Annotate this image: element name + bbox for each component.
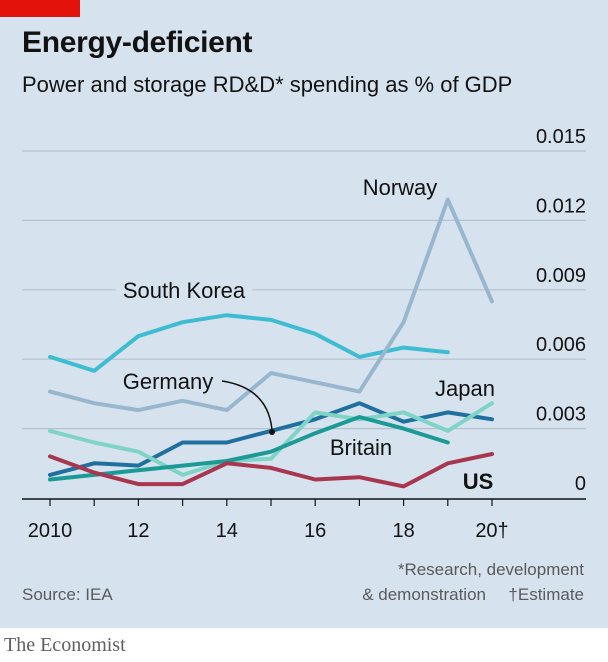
- germany-leader-line: [221, 380, 273, 431]
- series-line-us: [48, 452, 494, 489]
- y-tick-label: 0.003: [536, 404, 586, 426]
- x-axis: [22, 498, 586, 506]
- footnote-research: *Research, development: [397, 560, 584, 579]
- series-labels: Norway South Korea Germany Japan Britain US: [116, 175, 495, 494]
- chart-title: Energy-deficient: [22, 26, 253, 59]
- series-label-us: US: [463, 469, 494, 494]
- grid-lines: [22, 150, 586, 430]
- series-line-britain: [48, 415, 450, 482]
- y-tick-label: 0.009: [536, 265, 586, 287]
- series-line-norway: [48, 197, 494, 413]
- source-note: Source: IEA: [22, 585, 113, 604]
- series-label-japan: Japan: [435, 376, 495, 401]
- y-tick-label: 0.006: [536, 334, 586, 356]
- x-tick-label: 12: [127, 520, 149, 542]
- brand-red-tag: [0, 0, 80, 17]
- germany-leader-dot: [269, 429, 275, 435]
- x-tick-label: 14: [216, 520, 238, 542]
- x-tick-label: 18: [392, 520, 414, 542]
- y-tick-label: 0.015: [536, 126, 586, 148]
- y-tick-label: 0.012: [536, 195, 586, 217]
- x-tick-label: 2010: [28, 520, 73, 542]
- series-lines: [48, 197, 494, 489]
- series-line-japan: [48, 401, 494, 477]
- x-tick-label: 20†: [475, 520, 508, 542]
- y-tick-labels: 0 0.003 0.006 0.009 0.012 0.015: [536, 126, 586, 495]
- series-label-britain: Britain: [330, 435, 392, 460]
- y-tick-label: 0: [575, 473, 586, 495]
- footnote-estimate: †Estimate: [508, 585, 584, 604]
- chart-panel: [0, 0, 608, 628]
- label-backdrop: [116, 278, 252, 304]
- series-label-norway: Norway: [363, 175, 438, 200]
- footnote-demonstration: & demonstration: [362, 585, 486, 604]
- series-line-germany: [48, 401, 494, 477]
- series-label-south-korea: South Korea: [123, 278, 246, 303]
- chart-subtitle: Power and storage RD&D* spending as % of…: [22, 72, 513, 97]
- x-tick-labels: 2010 12 14 16 18 20†: [28, 520, 509, 542]
- series-label-germany: Germany: [123, 369, 213, 394]
- series-line-south-korea: [48, 313, 450, 373]
- x-tick-label: 16: [304, 520, 326, 542]
- publisher-logo: The Economist: [4, 634, 126, 656]
